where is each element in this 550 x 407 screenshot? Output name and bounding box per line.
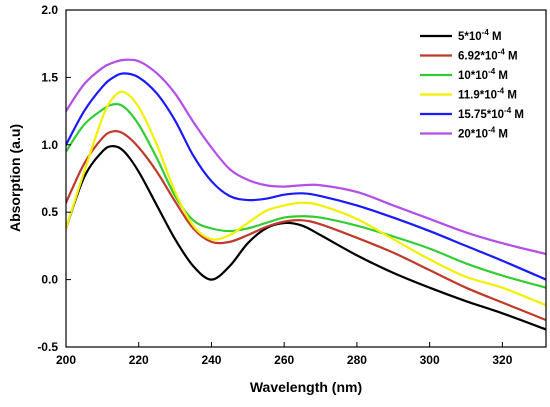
series-line-5 xyxy=(66,72,546,281)
series-line-4 xyxy=(66,90,546,307)
legend: 5*10-4 M 6.92*10-4 M 10*10-4 M 11.9*10-4 M 1… xyxy=(420,28,524,141)
plot-frame xyxy=(65,9,547,348)
y-axis: -0.5 0.0 0.5 1.0 1.5 2.0 xyxy=(37,3,71,354)
series-line-2 xyxy=(66,129,546,322)
x-tick-label: 240 xyxy=(201,353,221,367)
x-axis-title: Wavelength (nm) xyxy=(250,379,362,395)
x-tick-label: 320 xyxy=(492,353,512,367)
y-tick-label: 0.0 xyxy=(41,273,58,287)
legend-label: 11.9*10-4 M xyxy=(458,87,517,102)
x-tick-label: 200 xyxy=(56,353,76,367)
x-tick-label: 260 xyxy=(274,353,294,367)
legend-label: 15.75*10-4 M xyxy=(458,106,524,121)
x-tick-label: 220 xyxy=(129,353,149,367)
y-axis-title: Absorption (a.u) xyxy=(7,124,23,232)
legend-label: 6.92*10-4 M xyxy=(458,48,518,63)
y-tick-label: 0.5 xyxy=(41,205,58,219)
series-line-1 xyxy=(66,145,546,331)
series-line-6 xyxy=(66,58,546,256)
y-tick-label: 1.5 xyxy=(41,70,58,84)
legend-label: 5*10-4 M xyxy=(458,28,502,43)
y-tick-label: -0.5 xyxy=(37,340,58,354)
x-axis: 200 220 240 260 280 300 320 xyxy=(56,342,513,367)
series-layer xyxy=(66,58,546,331)
y-tick-label: 2.0 xyxy=(41,3,58,17)
y-tick-label: 1.0 xyxy=(41,138,58,152)
legend-label: 20*10-4 M xyxy=(458,126,508,141)
legend-label: 10*10-4 M xyxy=(458,67,508,82)
x-tick-label: 300 xyxy=(420,353,440,367)
x-tick-label: 280 xyxy=(347,353,367,367)
